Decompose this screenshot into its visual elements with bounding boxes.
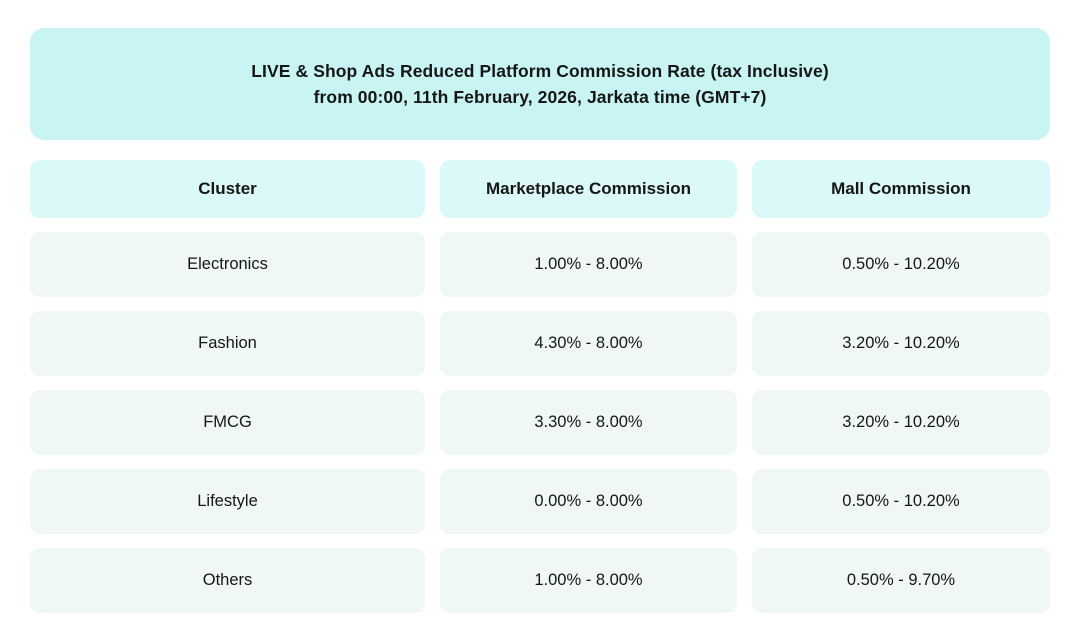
cell-others-cluster: Others xyxy=(30,548,425,613)
page-title: LIVE & Shop Ads Reduced Platform Commiss… xyxy=(251,61,829,81)
cell-electronics-mall: 0.50% - 10.20% xyxy=(752,232,1050,297)
cell-electronics-cluster: Electronics xyxy=(30,232,425,297)
cell-fmcg-marketplace: 3.30% - 8.00% xyxy=(440,390,737,455)
cell-fashion-mall: 3.20% - 10.20% xyxy=(752,311,1050,376)
column-header-mall-commission: Mall Commission xyxy=(752,160,1050,218)
column-header-cluster: Cluster xyxy=(30,160,425,218)
cell-lifestyle-marketplace: 0.00% - 8.00% xyxy=(440,469,737,534)
commission-table: Cluster Marketplace Commission Mall Comm… xyxy=(30,160,1050,613)
cell-fmcg-cluster: FMCG xyxy=(30,390,425,455)
cell-fashion-marketplace: 4.30% - 8.00% xyxy=(440,311,737,376)
title-banner: LIVE & Shop Ads Reduced Platform Commiss… xyxy=(30,28,1050,140)
cell-fmcg-mall: 3.20% - 10.20% xyxy=(752,390,1050,455)
cell-lifestyle-mall: 0.50% - 10.20% xyxy=(752,469,1050,534)
cell-others-marketplace: 1.00% - 8.00% xyxy=(440,548,737,613)
cell-lifestyle-cluster: Lifestyle xyxy=(30,469,425,534)
page-subtitle: from 00:00, 11th February, 2026, Jarkata… xyxy=(313,87,767,107)
cell-fashion-cluster: Fashion xyxy=(30,311,425,376)
cell-others-mall: 0.50% - 9.70% xyxy=(752,548,1050,613)
column-header-marketplace-commission: Marketplace Commission xyxy=(440,160,737,218)
cell-electronics-marketplace: 1.00% - 8.00% xyxy=(440,232,737,297)
